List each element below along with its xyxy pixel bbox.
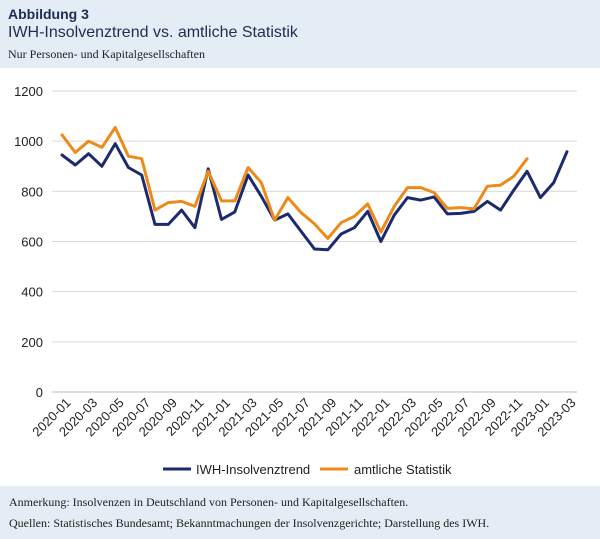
y-tick-label: 600 xyxy=(21,235,43,250)
legend-label: IWH-Insolvenztrend xyxy=(196,462,310,477)
legend-label: amtliche Statistik xyxy=(354,462,452,477)
footnote: Anmerkung: Insolvenzen in Deutschland vo… xyxy=(9,495,409,509)
figure-footer: Anmerkung: Insolvenzen in Deutschland vo… xyxy=(9,494,592,536)
chart-subtitle: Nur Personen- und Kapitalgesellschaften xyxy=(8,47,205,61)
series-line-iwh-insolvenztrend xyxy=(60,142,569,252)
figure-header: Abbildung 3 IWH-Insolvenztrend vs. amtli… xyxy=(8,6,592,62)
y-tick-label: 200 xyxy=(21,335,43,350)
figure-label: Abbildung 3 xyxy=(8,6,89,22)
chart-panel: 0 200 400 600 800 1000 1200 2020-01 2020-03 2020-… xyxy=(0,68,600,486)
source-note: Quellen: Statistisches Bundesamt; Bekann… xyxy=(9,516,490,530)
series-line-amtliche-statistik xyxy=(60,125,529,240)
y-tick-label: 400 xyxy=(21,285,43,300)
line-chart: 0200400600800100012002020-012020-032020-… xyxy=(14,84,579,477)
chart-title: IWH-Insolvenztrend vs. amtliche Statisti… xyxy=(8,24,298,41)
y-tick-label: 0 xyxy=(36,385,43,400)
y-tick-label: 1200 xyxy=(14,84,43,99)
y-tick-label: 1000 xyxy=(14,134,43,149)
y-tick-label: 800 xyxy=(21,184,43,199)
